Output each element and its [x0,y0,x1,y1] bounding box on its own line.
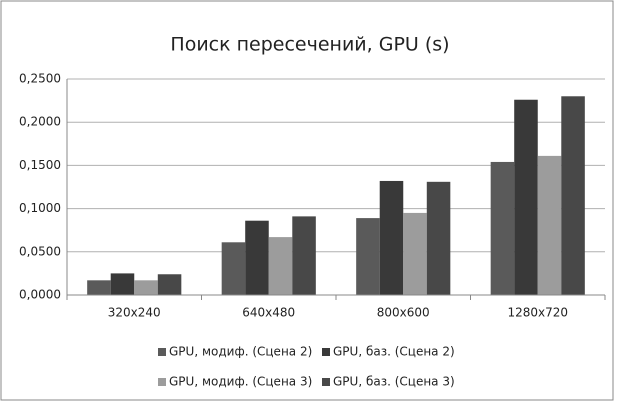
bar [134,280,158,295]
legend-label: GPU, баз. (Сцена 3) [333,375,455,389]
bar [403,212,427,295]
y-tick-label: 0,1500 [19,158,61,172]
legend-swatch [158,348,166,356]
bar [245,220,269,295]
x-tick-label: 1280x720 [507,306,568,320]
x-tick-label: 800x600 [377,306,430,320]
bar [157,274,182,295]
bar [379,180,404,295]
x-tick-label: 640x480 [242,306,295,320]
bar [537,155,562,295]
bar [356,218,380,295]
bar [426,181,451,295]
chart-title: Поиск пересечений, GPU (s) [170,34,449,56]
legend-swatch [322,378,330,386]
legend-label: GPU, модиф. (Сцена 2) [169,345,312,359]
y-tick-label: 0,2500 [19,72,61,86]
y-tick-label: 0,2000 [19,115,61,129]
bar [268,237,293,295]
y-tick-label: 0,0000 [19,288,61,302]
legend-label: GPU, модиф. (Сцена 3) [169,375,312,389]
bar [292,216,316,295]
y-tick-label: 0,0500 [19,244,61,258]
bar [87,280,111,295]
bar [561,96,585,295]
bar [514,99,538,296]
legend-swatch [322,348,330,356]
bar [221,242,246,295]
y-tick-label: 0,1000 [19,201,61,215]
legend-label: GPU, баз. (Сцена 2) [333,345,455,359]
bar [110,273,135,295]
legend-swatch [158,378,166,386]
bar [490,161,515,295]
x-tick-label: 320x240 [108,306,161,320]
